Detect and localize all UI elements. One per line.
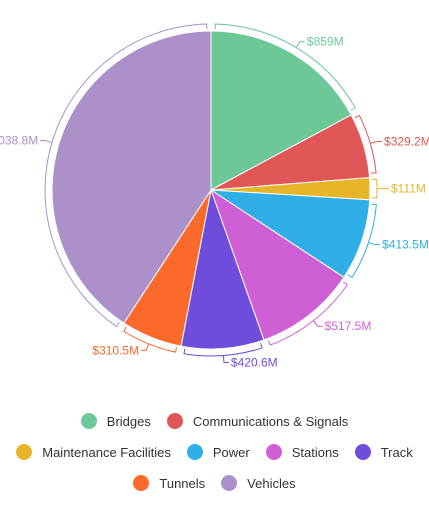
legend-label: Power	[212, 444, 250, 460]
legend-item-tunnels[interactable]: Tunnels	[133, 475, 205, 491]
pie-data-label-power: $413.5M	[382, 238, 429, 252]
legend-label: Stations	[291, 444, 339, 460]
pie-label-leader-communications-and-signals	[354, 114, 383, 174]
pie-slice-vehicles[interactable]	[51, 30, 212, 324]
pie-label-leader-vehicles	[40, 23, 208, 328]
pie-label-leader-bridges	[214, 23, 356, 111]
legend-swatch-icon	[80, 413, 97, 429]
pie-label-leader-power	[347, 203, 381, 279]
legend-swatch-icon	[265, 444, 282, 460]
pie-data-label-vehicles: $2038.8M	[0, 134, 38, 148]
pie-label-leader-stations	[268, 281, 348, 346]
pie-data-label-tunnels: $310.5M	[92, 343, 139, 357]
legend-item-power[interactable]: Power	[186, 444, 250, 460]
legend-item-track[interactable]: Track	[354, 444, 413, 460]
legend-swatch-icon	[186, 444, 203, 460]
legend-swatch-icon	[354, 444, 371, 460]
legend-item-vehicles[interactable]: Vehicles	[221, 475, 296, 491]
legend-label: Bridges	[106, 413, 151, 429]
legend-swatch-icon	[166, 413, 183, 429]
legend-item-communications-and-signals[interactable]: Communications & Signals	[166, 413, 349, 429]
pie-data-label-communications-and-signals: $329.2M	[384, 134, 429, 148]
pie-slices	[51, 30, 371, 350]
legend-label: Communications & Signals	[192, 413, 349, 429]
pie-slice-stations[interactable]	[210, 188, 345, 341]
pie-label-leader-tunnels	[123, 326, 178, 353]
legend-label: Maintenance Facilities	[42, 444, 171, 460]
legend-item-maintenance-facilities[interactable]: Maintenance Facilities	[16, 444, 171, 460]
pie-label-leader-maintenance-facilities	[371, 178, 389, 199]
legend-label: Vehicles	[247, 475, 296, 491]
pie-data-label-bridges: $859M	[307, 35, 344, 49]
legend-swatch-icon	[133, 475, 150, 491]
pie-data-labels: $859M $329.2M $111M $413.5M $517.5M $420.6M $3…	[0, 23, 429, 370]
legend-swatch-icon	[16, 444, 33, 460]
legend-row: Tunnels Vehicles	[0, 475, 429, 491]
pie-slice-bridges[interactable]	[210, 30, 352, 191]
pie-data-label-maintenance-facilities: $111M	[391, 182, 426, 196]
pie-data-label-track: $420.6M	[231, 356, 278, 370]
pie-label-leader-track	[183, 343, 263, 364]
legend-label: Track	[380, 444, 413, 460]
pie-chart-plot: $859M $329.2M $111M $413.5M $517.5M $420.6M $3…	[0, 23, 429, 370]
legend-label: Tunnels	[159, 475, 206, 491]
legend-row: Bridges Communications & Signals	[0, 413, 429, 429]
legend-item-stations[interactable]: Stations	[265, 444, 339, 460]
legend-swatch-icon	[221, 475, 238, 491]
legend-row: Maintenance Facilities Power Stations Track	[0, 444, 429, 460]
pie-data-label-stations: $517.5M	[325, 319, 372, 333]
legend-item-bridges[interactable]: Bridges	[80, 413, 151, 429]
